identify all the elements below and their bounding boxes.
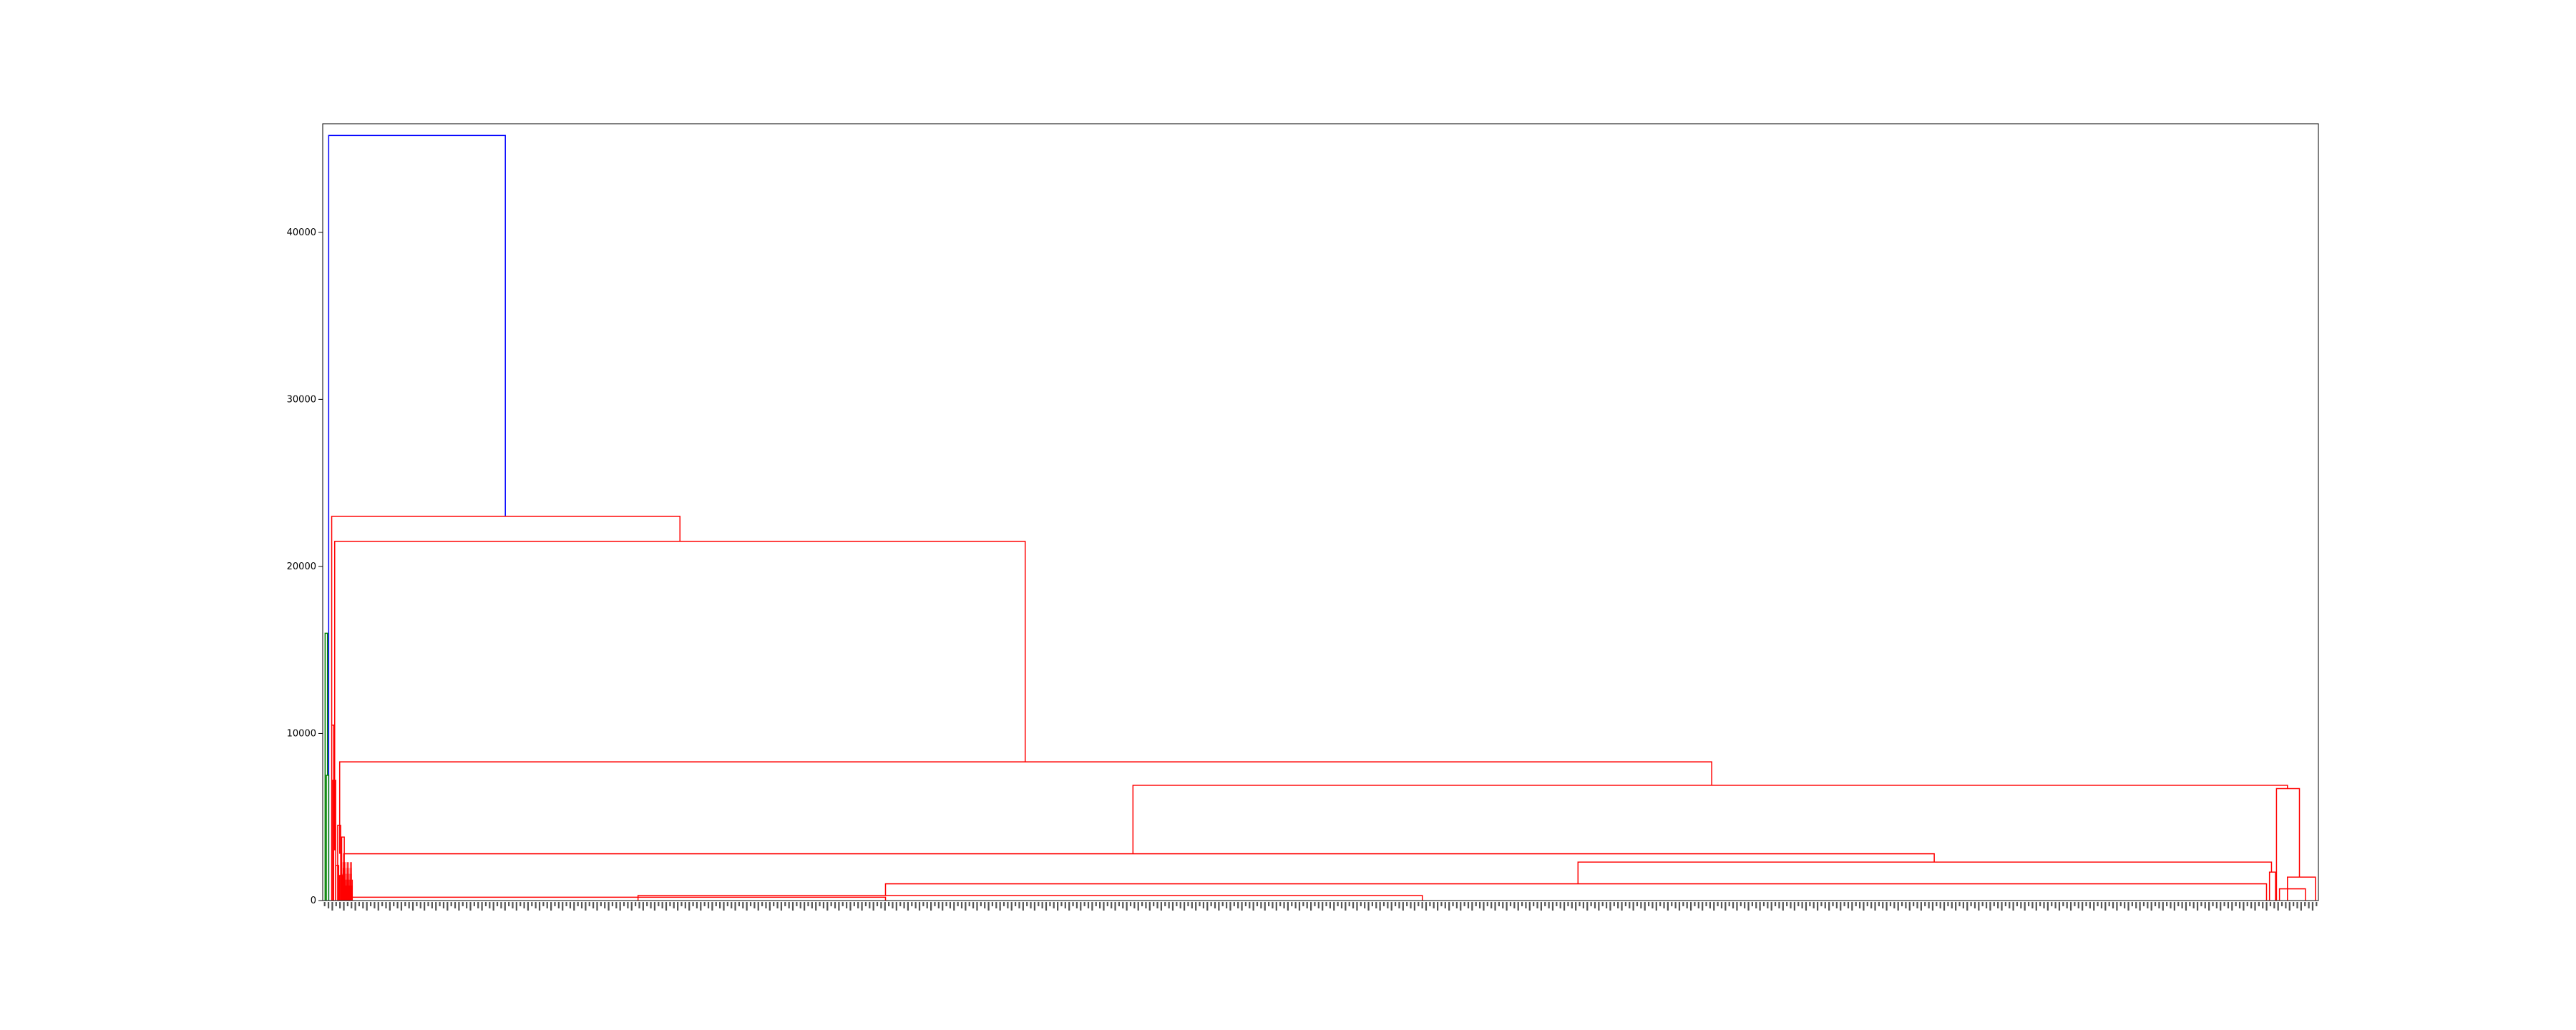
dendrogram-link xyxy=(337,825,341,901)
y-tick-label: 30000 xyxy=(287,394,316,405)
low-level-merges xyxy=(340,862,353,901)
dendrogram-link xyxy=(2268,871,2276,901)
dendrogram-link xyxy=(331,725,335,901)
dendrogram-link xyxy=(324,632,328,901)
dendrogram-link xyxy=(1577,861,2273,884)
dendrogram-link xyxy=(2275,788,2301,901)
dendrogram-link xyxy=(884,883,2268,901)
y-axis: 0 10000 20000 30000 40000 xyxy=(287,227,323,906)
y-tick-label: 20000 xyxy=(287,561,316,572)
y-tick-label: 0 xyxy=(311,896,316,906)
dendrogram-link xyxy=(2278,888,2306,901)
dendrogram-links xyxy=(324,134,2316,901)
dendrogram-link xyxy=(637,895,1423,901)
dendrogram-link xyxy=(338,761,1712,854)
plot-frame xyxy=(322,123,2319,901)
dendrogram-link xyxy=(328,134,506,901)
dendrogram-link xyxy=(335,865,340,901)
dendrogram-link xyxy=(331,516,680,725)
dendrogram-link xyxy=(343,853,1935,894)
dendrogram-link xyxy=(326,775,330,901)
y-tick-label: 40000 xyxy=(287,227,316,238)
dendrogram-link xyxy=(333,541,1026,850)
dendrogram-link xyxy=(332,780,336,901)
leaf-tick-labels xyxy=(323,902,2318,911)
y-tick-label: 10000 xyxy=(287,728,316,739)
dendrogram-link xyxy=(1132,785,2288,854)
